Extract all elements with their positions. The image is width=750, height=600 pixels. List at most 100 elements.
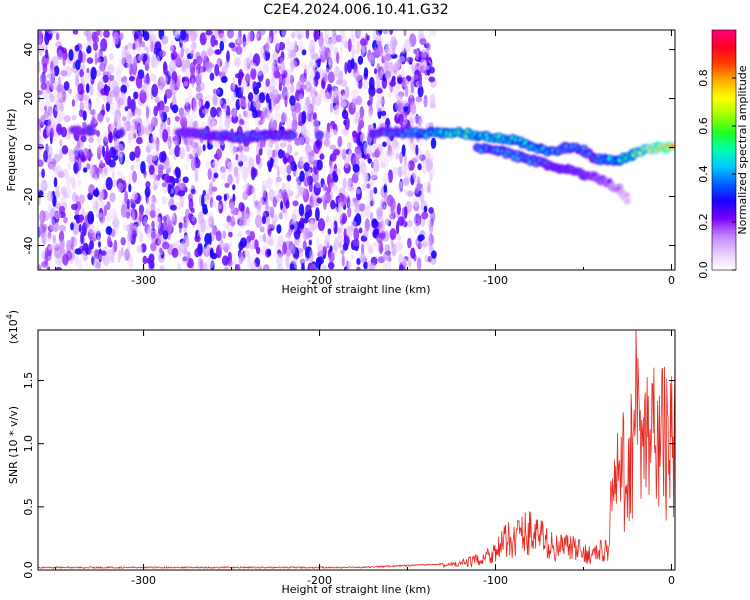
- spectrogram-noise-cell: [401, 257, 407, 267]
- colorbar-band: [712, 138, 736, 141]
- colorbar-band: [712, 146, 736, 149]
- spectrogram-noise-cell: [412, 169, 417, 180]
- spectrogram-noise-cell: [109, 192, 116, 203]
- spectrogram-noise-cell: [200, 218, 206, 233]
- spectrogram-noise-cell: [390, 145, 395, 155]
- spectrogram-noise-cell: [313, 118, 320, 132]
- spectrogram-noise-cell: [146, 154, 154, 164]
- spectrogram-noise-cell: [242, 183, 249, 193]
- spectrogram-noise-cell: [360, 162, 367, 176]
- colorbar-frame: [711, 29, 737, 271]
- colorbar-band: [712, 40, 736, 43]
- spectrogram-noise-cell: [388, 145, 395, 157]
- spectrogram-noise-cell: [232, 145, 237, 155]
- spectrogram-noise-cell: [254, 32, 260, 39]
- spectrogram-noise-cell: [334, 206, 339, 214]
- spectrogram-noise-cell: [113, 115, 121, 122]
- spectrogram-noise-cell: [293, 151, 299, 157]
- spectrogram-noise-cell: [339, 101, 347, 108]
- spectrogram-noise-cell: [205, 30, 213, 36]
- spectrogram-noise-cell: [143, 118, 150, 128]
- spectrogram-noise-cell: [179, 37, 183, 48]
- spectrogram-noise-cell: [425, 42, 431, 51]
- spectrogram-noise-cell: [207, 168, 212, 180]
- colorbar-band: [712, 38, 736, 41]
- spectrogram-noise-cell: [352, 238, 360, 247]
- spectrogram-noise-cell: [250, 62, 257, 70]
- colorbar-band: [712, 58, 736, 61]
- spectrogram-noise-cell: [265, 78, 271, 87]
- spectrogram-noise-cell: [291, 119, 298, 132]
- spectrogram-noise-cell: [187, 136, 195, 149]
- spectrogram-noise-cell: [369, 262, 376, 270]
- spectrogram-noise-cell: [113, 220, 120, 233]
- spectrogram-noise-cell: [268, 85, 275, 92]
- colorbar-band: [712, 44, 736, 47]
- spectrogram-noise-cell: [161, 182, 167, 188]
- spectrogram-noise-cell: [202, 207, 208, 215]
- spectrogram-noise-cell: [159, 50, 166, 58]
- spectrogram-noise-cell: [43, 110, 50, 119]
- spectrogram-noise-cell: [330, 199, 336, 210]
- spectrogram-noise-cell: [104, 88, 110, 96]
- spectrogram-noise-cell: [291, 45, 299, 60]
- spectrogram-noise-cell: [406, 56, 414, 63]
- spectrogram-noise-cell: [210, 159, 216, 169]
- spectrogram-noise-cell: [219, 114, 223, 128]
- spectrogram-noise-cell: [404, 85, 409, 98]
- spectrogram-noise-cell: [298, 136, 305, 146]
- spectrogram-noise-cell: [321, 265, 328, 270]
- spectrogram-noise-cell: [356, 266, 361, 270]
- spectrogram-noise-cell: [319, 47, 326, 56]
- spectrogram-noise-cell: [292, 247, 300, 260]
- spectrogram-noise-cell: [326, 186, 332, 194]
- spectrogram-noise-cell: [86, 57, 94, 64]
- spectrogram-noise-cell: [243, 146, 251, 153]
- spectrogram-noise-cell: [88, 84, 94, 96]
- spectrogram-noise-cell: [98, 201, 106, 209]
- spectrogram-noise-cell: [369, 93, 373, 105]
- spectrogram-noise-cell: [257, 264, 263, 270]
- spectrogram-noise-cell: [75, 255, 79, 268]
- spectrogram-noise-cell: [289, 51, 295, 60]
- spectrogram-noise-cell: [209, 247, 214, 258]
- spectrogram-noise-cell: [247, 255, 253, 263]
- spectrogram-noise-cell: [143, 31, 150, 41]
- spectrogram-noise-cell: [319, 153, 325, 160]
- spectrogram-noise-cell: [59, 149, 63, 160]
- spectrogram-noise-cell: [403, 30, 407, 37]
- spectrogram-noise-cell: [144, 129, 149, 137]
- colorbar-band: [712, 116, 736, 119]
- spectrogram-noise-cell: [357, 55, 364, 65]
- spectrogram-noise-cell: [266, 176, 273, 190]
- spectrogram-noise-cell: [139, 232, 144, 243]
- spectrogram-noise-cell: [106, 211, 112, 224]
- colorbar-band: [712, 98, 736, 101]
- spectrogram-noise-cell: [347, 262, 352, 268]
- colorbar-band: [712, 84, 736, 87]
- spectrogram-noise-cell: [120, 84, 127, 94]
- spectrogram-noise-cell: [50, 79, 58, 91]
- spectrogram-noise-cell: [272, 51, 279, 65]
- spectrogram-noise-cell: [41, 168, 45, 179]
- spectrogram-noise-cell: [110, 107, 116, 116]
- spectrogram-noise-cell: [159, 247, 163, 254]
- spectrogram-noise-cell: [54, 166, 60, 175]
- spectrogram-noise-cell: [82, 94, 90, 102]
- spectrogram-noise-cell: [44, 89, 51, 101]
- colorbar-band: [712, 30, 736, 33]
- spectrogram-noise-cell: [106, 201, 111, 211]
- spectrogram-noise-cell: [358, 203, 366, 212]
- colorbar-band: [712, 210, 736, 213]
- colorbar-band: [712, 74, 736, 77]
- spectrogram-noise-cell: [151, 194, 156, 203]
- spectrogram-noise-cell: [108, 159, 116, 168]
- spectrogram-noise-cell: [169, 128, 177, 139]
- spectrogram-noise-cell: [156, 216, 161, 230]
- spectrogram-noise-cell: [275, 176, 282, 183]
- spectrogram-noise-cell: [269, 157, 274, 168]
- spectrogram-noise-cell: [115, 92, 120, 103]
- spectrogram-noise-cell: [45, 49, 49, 59]
- spectrogram-noise-cell: [403, 189, 409, 196]
- spectrogram-noise-cell: [61, 195, 67, 208]
